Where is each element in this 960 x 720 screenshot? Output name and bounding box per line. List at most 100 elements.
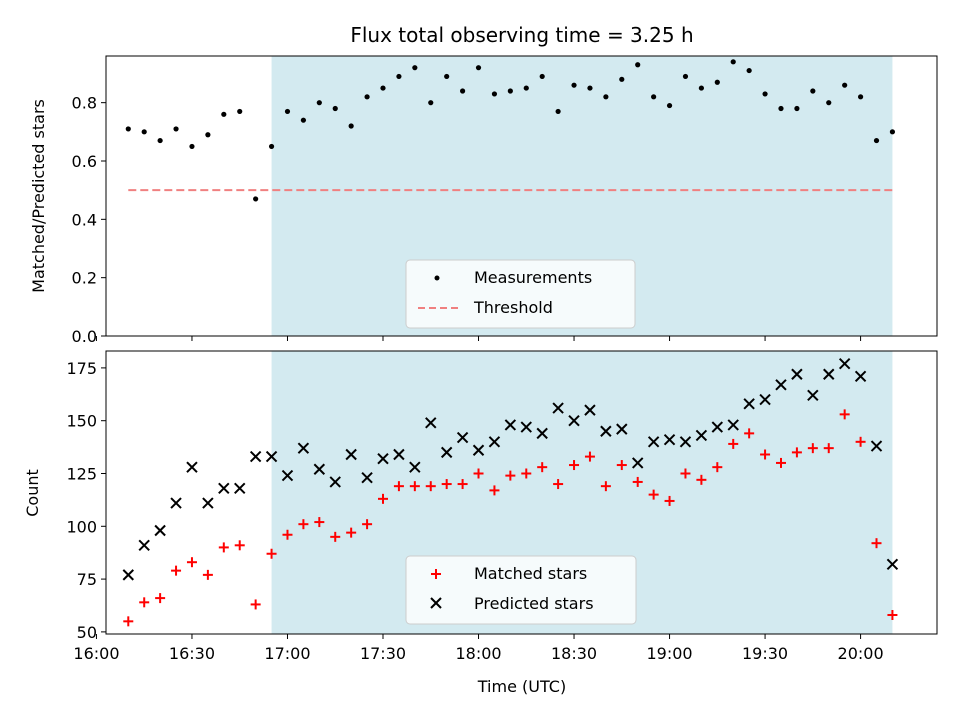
matched-star-point — [616, 460, 627, 471]
matched-star-point — [123, 616, 134, 627]
predicted-star-point — [170, 497, 182, 509]
matched-star-point — [314, 517, 325, 528]
matched-star-point — [186, 557, 197, 568]
matched-star-point — [457, 479, 468, 490]
measurement-point — [762, 91, 768, 97]
measurement-point — [682, 73, 689, 80]
predicted-star-point — [472, 444, 485, 456]
matched-star-point — [250, 599, 261, 610]
matched-star-point — [569, 460, 580, 471]
bottom-panel: 50 75 100 125 150 175 16:00 16:30 17:00 17:30 18:… — [23, 350, 938, 696]
matched-star-point — [600, 481, 611, 492]
measurement-point — [396, 73, 402, 80]
predicted-star-point — [361, 472, 373, 484]
predicted-star-point — [870, 440, 883, 452]
predicted-star-point — [329, 476, 341, 488]
measurement-point — [253, 196, 259, 202]
legend-matched-marker — [431, 569, 441, 579]
legend-measurements-marker — [434, 275, 440, 281]
matched-star-point — [696, 474, 707, 485]
y-tick-label: 100 — [66, 517, 97, 536]
matched-star-point — [664, 495, 675, 506]
x-tick-label: 19:00 — [646, 644, 692, 663]
predicted-star-point — [743, 398, 755, 410]
predicted-star-point — [536, 427, 548, 440]
measurement-point — [523, 85, 529, 91]
measurement-point — [794, 105, 800, 112]
predicted-star-point — [600, 425, 612, 437]
matched-star-point — [473, 468, 484, 479]
matched-star-point — [330, 531, 341, 542]
measurement-point — [141, 129, 147, 135]
y-tick-label: 150 — [66, 412, 97, 431]
legend-measurements-label: Measurements — [474, 268, 592, 287]
matched-star-point — [441, 479, 452, 490]
measurement-point — [221, 111, 227, 117]
x-tick-label: 16:30 — [169, 644, 215, 663]
bottom-y-ticks: 50 75 100 125 150 175 — [66, 359, 106, 642]
matched-star-point — [489, 485, 500, 496]
top-panel: 0.00.20.40.60.8 Matched/Predicted stars … — [29, 55, 938, 346]
matched-star-point — [775, 457, 786, 468]
top-y-axis-label: Matched/Predicted stars — [29, 99, 48, 293]
measurement-point — [364, 94, 370, 100]
measurement-point — [555, 108, 561, 115]
legend-matched-label: Matched stars — [474, 564, 587, 583]
measurement-point — [746, 67, 752, 74]
measurement-point — [587, 85, 593, 91]
matched-star-point — [728, 438, 739, 449]
measurement-point — [889, 129, 896, 135]
y-tick-label: 75 — [77, 570, 97, 589]
measurement-point — [332, 105, 338, 112]
predicted-star-point — [838, 357, 851, 370]
bottom-y-axis-label: Count — [23, 469, 42, 517]
predicted-star-point — [377, 453, 389, 465]
measurement-point — [619, 76, 625, 82]
y-tick-label: 0.2 — [72, 269, 97, 288]
matched-star-point — [887, 609, 898, 620]
matched-star-point — [744, 428, 755, 439]
predicted-star-point — [663, 433, 676, 446]
predicted-star-point — [488, 436, 501, 448]
predicted-star-point — [281, 469, 294, 482]
x-tick-label: 16:00 — [73, 644, 119, 663]
measurement-point — [125, 126, 131, 132]
bottom-x-axis-label: Time (UTC) — [477, 677, 566, 696]
top-x-ticks — [95, 336, 862, 341]
measurement-point — [826, 100, 832, 106]
matched-star-point — [171, 565, 182, 576]
top-marks — [125, 59, 896, 202]
measurement-point — [635, 62, 641, 68]
predicted-star-point — [695, 429, 708, 442]
x-tick-label: 20:00 — [838, 644, 884, 663]
predicted-star-point — [138, 539, 150, 552]
matched-star-point — [218, 542, 229, 553]
predicted-star-point — [647, 436, 660, 448]
matched-star-point — [409, 481, 420, 492]
predicted-star-point — [218, 482, 230, 494]
matched-star-point — [760, 449, 771, 460]
measurement-point — [205, 132, 211, 138]
bottom-legend: Matched stars Predicted stars — [405, 555, 637, 625]
measurement-point — [507, 88, 513, 94]
matched-star-point — [282, 529, 293, 540]
measurement-point — [300, 117, 307, 123]
predicted-star-point — [584, 404, 596, 416]
measurement-point — [428, 100, 434, 106]
y-tick-label: 175 — [66, 359, 97, 378]
measurement-point — [603, 94, 609, 100]
legend-predicted-label: Predicted stars — [474, 594, 594, 613]
matched-star-point — [425, 481, 436, 492]
x-tick-label: 19:30 — [742, 644, 788, 663]
measurement-point — [842, 82, 848, 88]
predicted-star-point — [823, 368, 835, 380]
top-axes-frame — [105, 55, 938, 337]
predicted-star-point — [807, 389, 819, 402]
measurement-point — [475, 65, 482, 71]
top-legend: Measurements Threshold — [405, 259, 636, 329]
bottom-legend-box — [405, 555, 637, 625]
predicted-star-point — [727, 419, 739, 431]
matched-star-point — [266, 548, 277, 559]
measurement-point — [459, 88, 466, 94]
